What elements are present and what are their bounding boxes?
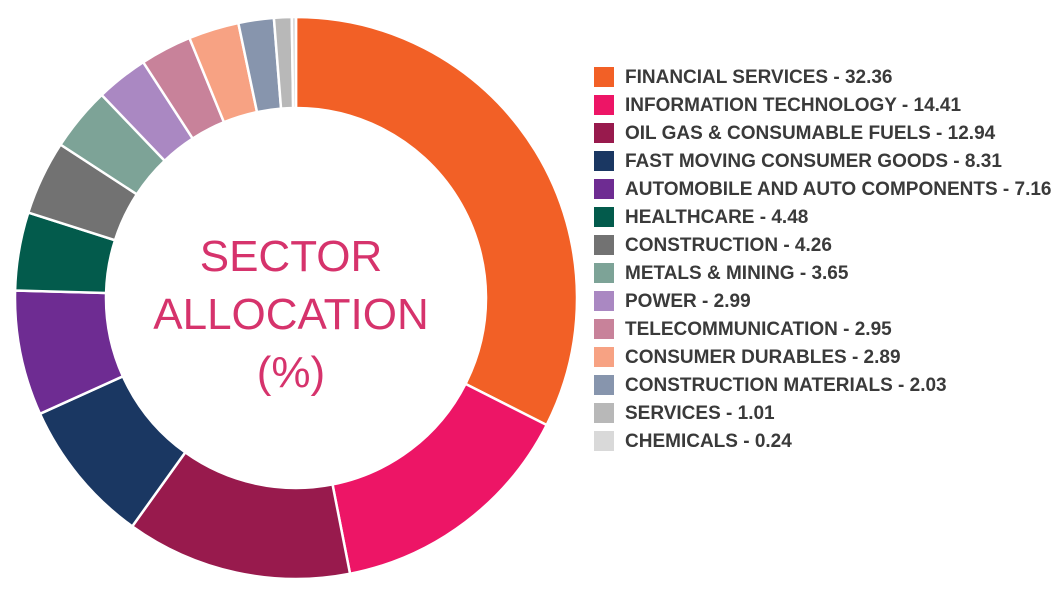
chart-title-line-3: (%) [256,348,326,397]
legend-swatch [594,347,614,367]
legend-swatch [594,151,614,171]
legend-item: TELECOMMUNICATION - 2.95 [594,317,1054,342]
legend-label: HEALTHCARE - 4.48 [625,207,809,228]
legend-swatch [594,207,614,227]
legend-label: SERVICES - 1.01 [625,403,775,424]
donut-slice-0 [294,15,579,427]
legend-label: METALS & MINING - 3.65 [625,263,849,284]
legend-item: FINANCIAL SERVICES - 32.36 [594,65,1054,90]
legend-swatch [594,123,614,143]
legend-swatch [594,263,614,283]
legend-swatch [594,291,614,311]
legend-swatch [594,179,614,199]
chart-title: SECTOR ALLOCATION (%) [141,228,441,402]
legend-item: CONSTRUCTION MATERIALS - 2.03 [594,373,1054,398]
legend-item: AUTOMOBILE AND AUTO COMPONENTS - 7.16 [594,177,1054,202]
legend-label: OIL GAS & CONSUMABLE FUELS - 12.94 [625,123,996,144]
legend-label: CONSTRUCTION MATERIALS - 2.03 [625,375,947,396]
legend-item: METALS & MINING - 3.65 [594,261,1054,286]
legend-item: SERVICES - 1.01 [594,401,1054,426]
legend-item: POWER - 2.99 [594,289,1054,314]
chart-title-line-2: ALLOCATION [153,290,429,339]
donut-chart [13,15,579,581]
legend-label: AUTOMOBILE AND AUTO COMPONENTS - 7.16 [625,179,1052,200]
legend-swatch [594,431,614,451]
donut-slices [13,15,579,581]
legend-swatch [594,319,614,339]
legend-item: OIL GAS & CONSUMABLE FUELS - 12.94 [594,121,1054,146]
legend-swatch [594,67,614,87]
legend-swatch [594,375,614,395]
legend-swatch [594,95,614,115]
legend-label: CONSTRUCTION - 4.26 [625,235,832,256]
donut-slice-13 [290,15,298,110]
donut-slice-1 [331,382,549,576]
legend-item: INFORMATION TECHNOLOGY - 14.41 [594,93,1054,118]
legend-swatch [594,403,614,423]
legend-item: HEALTHCARE - 4.48 [594,205,1054,230]
legend: FINANCIAL SERVICES - 32.36 INFORMATION TE… [594,65,1054,457]
legend-item: FAST MOVING CONSUMER GOODS - 8.31 [594,149,1054,174]
legend-label: CHEMICALS - 0.24 [625,431,792,452]
legend-label: INFORMATION TECHNOLOGY - 14.41 [625,95,962,116]
legend-label: POWER - 2.99 [625,291,751,312]
legend-swatch [594,235,614,255]
legend-item: CONSTRUCTION - 4.26 [594,233,1054,258]
legend-label: FAST MOVING CONSUMER GOODS - 8.31 [625,151,1002,172]
legend-item: CONSUMER DURABLES - 2.89 [594,345,1054,370]
legend-label: TELECOMMUNICATION - 2.95 [625,319,892,340]
legend-item: CHEMICALS - 0.24 [594,429,1054,454]
legend-label: CONSUMER DURABLES - 2.89 [625,347,901,368]
chart-title-line-1: SECTOR [199,232,383,281]
legend-label: FINANCIAL SERVICES - 32.36 [625,67,893,88]
